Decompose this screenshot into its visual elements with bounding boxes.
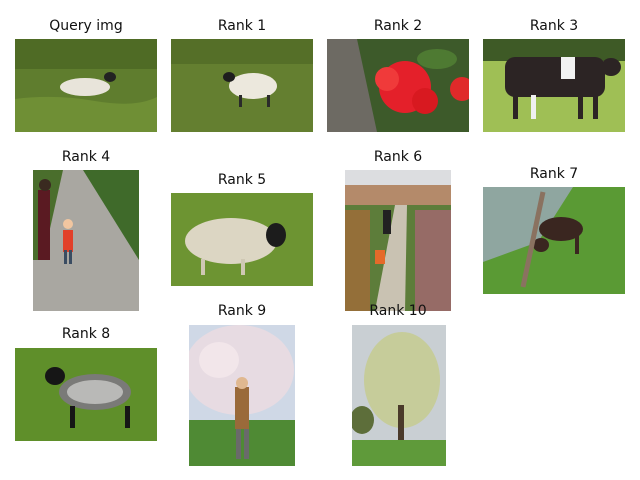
rank8-title: Rank 8 xyxy=(61,326,111,342)
rank1-title: Rank 1 xyxy=(217,18,267,34)
rank2-image xyxy=(327,39,469,132)
rank6-image xyxy=(345,170,451,311)
rank10-title: Rank 10 xyxy=(369,303,427,319)
rank10-image xyxy=(352,325,446,466)
rank5-title: Rank 5 xyxy=(217,172,267,188)
rank9-title: Rank 9 xyxy=(217,303,267,319)
rank2-title: Rank 2 xyxy=(373,18,423,34)
rank3-image xyxy=(483,39,625,132)
rank9-image xyxy=(189,325,295,466)
query-image xyxy=(15,39,157,132)
rank5-image xyxy=(171,193,313,286)
rank8-image xyxy=(15,348,157,441)
rank4-title: Rank 4 xyxy=(61,149,111,165)
rank7-image xyxy=(483,187,625,294)
rank1-image xyxy=(171,39,313,132)
rank3-title: Rank 3 xyxy=(529,18,579,34)
query-title: Query img xyxy=(49,18,123,34)
rank7-title: Rank 7 xyxy=(529,166,579,182)
rank6-title: Rank 6 xyxy=(373,149,423,165)
rank4-image xyxy=(33,170,139,311)
